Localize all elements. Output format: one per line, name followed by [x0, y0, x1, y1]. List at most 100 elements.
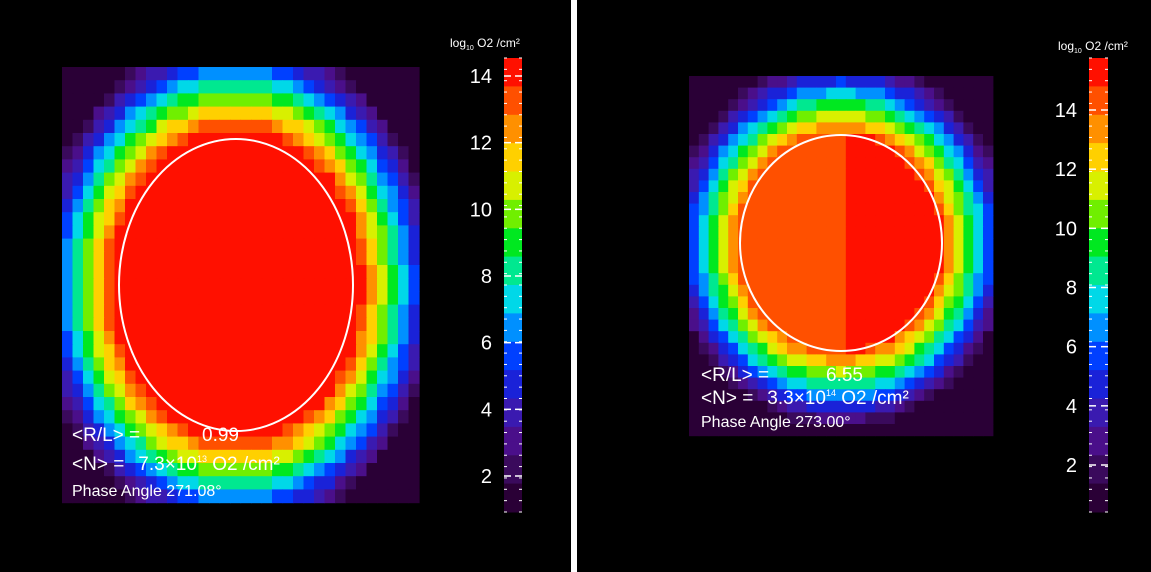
right-heatmap-cell [904, 377, 915, 390]
right-heatmap-cell [777, 145, 788, 158]
left-heatmap-cell [335, 449, 347, 464]
left-heatmap-cell [114, 423, 126, 438]
left-heatmap-cell [135, 489, 147, 504]
left-heatmap-cell [198, 80, 210, 94]
left-heatmap-cell [356, 265, 368, 279]
left-heatmap-cell [219, 106, 231, 121]
right-colorbar-segment [1089, 228, 1108, 243]
left-heatmap-cell [303, 463, 315, 477]
left-heatmap-cell [177, 185, 189, 200]
right-heatmap-cell [904, 331, 915, 344]
right-colorbar-segment [1089, 256, 1108, 272]
right-heatmap-cell [885, 261, 896, 274]
left-heatmap-cell [230, 383, 242, 398]
right-heatmap-cell [816, 145, 827, 158]
left-heatmap-cell [345, 291, 357, 306]
right-heatmap-cell [943, 168, 955, 181]
left-heatmap-cell [104, 278, 116, 292]
left-heatmap-cell [156, 476, 168, 490]
right-heatmap-cell [904, 76, 915, 89]
left-heatmap-cell [282, 291, 294, 306]
left-heatmap-cell [356, 67, 368, 81]
left-heatmap-cell [188, 278, 200, 292]
left-heatmap-cell [146, 383, 158, 398]
right-heatmap-cell [836, 389, 847, 402]
right-heatmap-cell [757, 180, 768, 193]
left-heatmap-cell [398, 67, 410, 81]
right-heatmap-cell [777, 157, 788, 170]
left-heatmap-cell [293, 463, 305, 477]
left-heatmap-cell [83, 383, 95, 398]
left-heatmap-cell [114, 93, 126, 108]
right-heatmap-cell [777, 400, 788, 413]
left-heatmap-cell [104, 225, 116, 240]
right-heatmap-cell [894, 76, 906, 89]
left-heatmap-cell [303, 489, 315, 504]
right-heatmap-cell [698, 377, 710, 390]
left-heatmap-cell [209, 357, 221, 372]
right-heatmap-cell [973, 192, 984, 205]
left-heatmap-cell [314, 185, 326, 200]
right-heatmap-cell [718, 180, 729, 193]
right-heatmap-cell [983, 377, 994, 390]
left-heatmap-cell [377, 80, 389, 94]
right-heatmap-cell [865, 215, 876, 228]
left-heatmap-cell [387, 423, 399, 438]
right-heatmap-cell [708, 180, 719, 193]
right-heatmap-cell [708, 354, 719, 367]
right-heatmap-cell [757, 134, 768, 147]
left-heatmap-cell [324, 212, 336, 226]
left-heatmap-cell [240, 489, 252, 504]
right-heatmap-cell [875, 192, 886, 205]
right-heatmap-cell [826, 134, 837, 147]
left-heatmap-cell [198, 159, 210, 174]
right-heatmap-cell [953, 354, 964, 367]
left-heatmap-cell [387, 159, 399, 174]
left-heatmap-cell [198, 212, 210, 226]
left-heatmap-cell [377, 344, 389, 358]
left-heatmap-cell [356, 397, 368, 411]
right-heatmap-cell [836, 284, 847, 297]
left-heatmap-cell [146, 106, 158, 121]
left-heatmap-cell [72, 119, 84, 134]
left-heatmap-cell [272, 199, 284, 213]
left-heatmap-cell [198, 225, 210, 240]
right-heatmap-cell [963, 308, 974, 321]
left-heatmap-cell [261, 304, 273, 319]
left-heatmap-cell [135, 251, 147, 266]
right-heatmap-cell [698, 168, 710, 181]
left-heatmap-cell [387, 119, 399, 134]
right-heatmap-cell [875, 157, 886, 170]
right-heatmap-cell [885, 157, 896, 170]
left-heatmap-cell [177, 159, 189, 174]
right-heatmap-cell [816, 250, 827, 263]
left-heatmap-cell [146, 133, 158, 147]
right-heatmap-cell [757, 192, 768, 205]
left-heatmap-cell [156, 357, 168, 372]
right-heatmap-cell [728, 366, 739, 379]
right-heatmap-cell [718, 76, 729, 89]
left-heatmap-cell [135, 80, 147, 94]
left-heatmap-cell [282, 463, 294, 477]
left-heatmap-cell [240, 172, 252, 187]
left-heatmap-cell [83, 133, 95, 147]
right-heatmap-cell [728, 331, 739, 344]
left-heatmap-cell [303, 225, 315, 240]
right-heatmap-cell [934, 354, 945, 367]
right-heatmap-cell [894, 215, 906, 228]
left-heatmap-cell [209, 317, 221, 332]
left-heatmap-cell [114, 383, 126, 398]
right-heatmap-cell [963, 192, 974, 205]
left-heatmap-cell [387, 357, 399, 372]
left-heatmap-cell [62, 265, 74, 279]
left-heatmap-cell [104, 146, 116, 160]
left-heatmap-cell [387, 370, 399, 385]
left-heatmap-cell [114, 185, 126, 200]
right-heatmap-cell [728, 400, 739, 413]
left-heatmap-cell [177, 278, 189, 292]
left-heatmap-cell [156, 304, 168, 319]
right-heatmap-cell [757, 215, 768, 228]
right-heatmap-cell [718, 134, 729, 147]
right-heatmap-cell [855, 250, 866, 263]
right-heatmap-cell [924, 180, 935, 193]
